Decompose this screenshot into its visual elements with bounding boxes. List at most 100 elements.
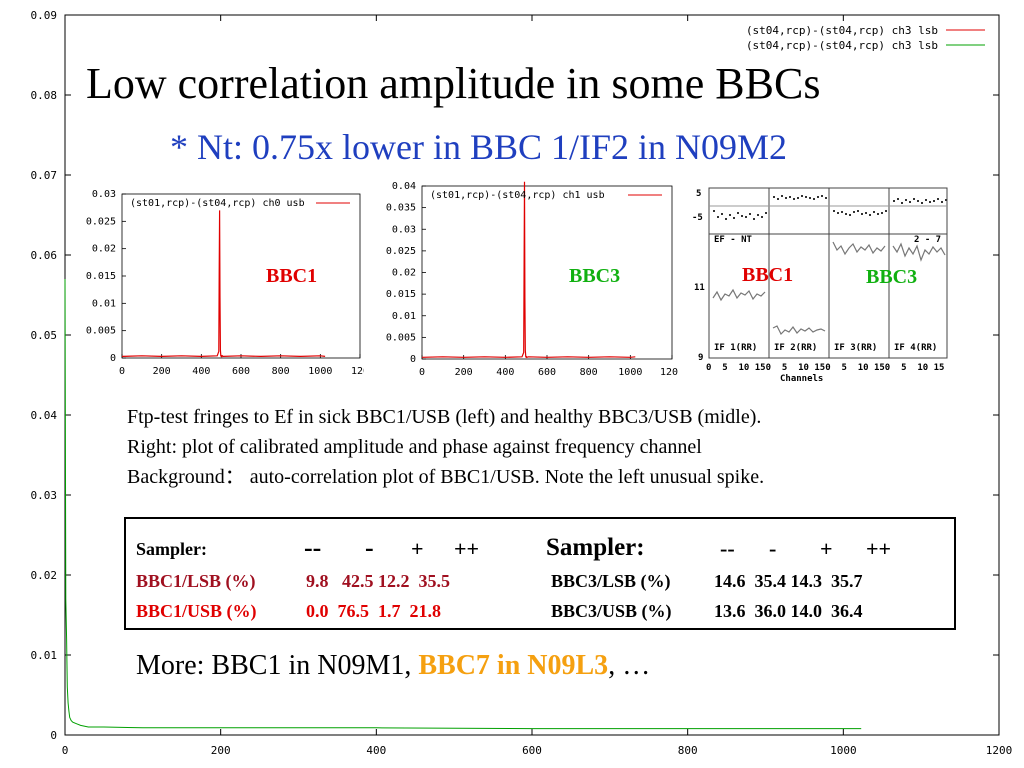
if1-label: IF 1(RR) xyxy=(714,343,757,353)
amplitude-trace xyxy=(832,241,886,256)
phase-point xyxy=(717,216,719,218)
page-title: Low correlation amplitude in some BBCs xyxy=(86,59,821,108)
right-xticks: 0 5 10 150 5 10 150 5 10 150 5 10 15 xyxy=(706,363,944,373)
inset-xtick-label: 1000 xyxy=(308,366,332,377)
inset-xtick-label: 0 xyxy=(119,366,125,377)
bg-xtick-label: 0 xyxy=(62,744,69,757)
phase-point xyxy=(761,216,763,218)
phase-point xyxy=(937,198,939,200)
sampler-right-header: Sampler: xyxy=(546,534,645,561)
panel-label-2-7: 2 - 7 xyxy=(914,235,941,245)
inset-xtick-label: 1200 xyxy=(660,367,678,378)
inset-ytick-label: 0.025 xyxy=(86,216,116,227)
phase-point xyxy=(781,195,783,197)
phase-point xyxy=(901,202,903,204)
amplitude-trace xyxy=(892,242,946,262)
bbc3-usb-values: 13.6 36.0 14.0 36.4 xyxy=(714,601,863,621)
phase-point xyxy=(721,213,723,215)
tag-bbc3-right: BBC3 xyxy=(866,266,918,288)
more-highlight: BBC7 in N09L3 xyxy=(418,650,609,681)
phase-point xyxy=(713,210,715,212)
phase-point xyxy=(945,199,947,201)
inset-frame xyxy=(121,193,361,359)
inset-ytick-label: 0.02 xyxy=(92,244,116,255)
right-ytick-minus5: -5 xyxy=(692,213,703,223)
sampler-left-col-mm: -- xyxy=(304,533,322,562)
inset-xtick-label: 200 xyxy=(455,367,473,378)
bg-ytick-label: 0.04 xyxy=(31,409,58,422)
right-ytick-5: 5 xyxy=(696,189,701,199)
phase-point xyxy=(905,199,907,201)
inset-xtick-label: 800 xyxy=(580,367,598,378)
phase-point xyxy=(897,198,899,200)
inset-xtick-label: 600 xyxy=(232,366,250,377)
phase-point xyxy=(725,218,727,220)
phase-point xyxy=(833,210,835,212)
phase-point xyxy=(821,195,823,197)
phase-point xyxy=(837,212,839,214)
bbc1-usb-values: 0.0 76.5 1.7 21.8 xyxy=(306,601,441,621)
phase-point xyxy=(857,210,859,212)
phase-panel-frame xyxy=(708,187,948,235)
right-ytick-11: 11 xyxy=(694,283,705,293)
bbc1-lsb-label: BBC1/LSB (%) xyxy=(136,571,256,591)
phase-point xyxy=(817,196,819,198)
phase-point xyxy=(873,211,875,213)
sampler-right-col-mm: -- xyxy=(720,536,735,561)
inset-xtick-label: 800 xyxy=(272,366,290,377)
inset-ytick-label: 0.02 xyxy=(392,268,416,279)
phase-point xyxy=(869,214,871,216)
inset-xtick-label: 1000 xyxy=(618,367,642,378)
phase-point xyxy=(757,214,759,216)
if2-label: IF 2(RR) xyxy=(774,343,817,353)
phase-point xyxy=(825,197,827,199)
more-prefix: More: BBC1 in N09M1, xyxy=(136,650,419,681)
phase-point xyxy=(913,198,915,200)
sampler-right-col-m: - xyxy=(769,536,777,561)
phase-point xyxy=(925,199,927,201)
sampler-left-col-m: - xyxy=(365,533,374,562)
phase-point xyxy=(801,195,803,197)
bg-xtick-label: 600 xyxy=(522,744,542,757)
bbc1-usb-label: BBC1/USB (%) xyxy=(136,601,257,621)
bg-xtick-label: 1200 xyxy=(986,744,1013,757)
bbc3-lsb-label: BBC3/LSB (%) xyxy=(551,571,671,591)
phase-point xyxy=(849,214,851,216)
sampler-right-col-p: + xyxy=(820,536,833,561)
inset-amplitude-phase-plot: 5 -5 11 9 EF - NT 2 - 7 IF 1(RR) IF 2(RR… xyxy=(692,180,954,387)
inset-chart-bbc3-usb: 0 0.005 0.01 0.015 0.02 0.025 0.03 0.035 0.04 0 20… xyxy=(376,176,678,381)
inset-ytick-label: 0.015 xyxy=(386,289,416,300)
phase-point xyxy=(813,198,815,200)
bg-xtick-label: 200 xyxy=(211,744,231,757)
inset-series-line xyxy=(421,181,636,359)
bg-legend-label-0: (st04,rcp)-(st04,rcp) ch3 lsb xyxy=(746,24,938,37)
phase-point xyxy=(917,200,919,202)
inset-xtick-label: 200 xyxy=(153,366,171,377)
inset-legend-label: (st01,rcp)-(st04,rcp) ch1 usb xyxy=(430,190,605,201)
phase-point xyxy=(729,214,731,216)
inset-ytick-label: 0.005 xyxy=(86,326,116,337)
inset-xtick-label: 400 xyxy=(496,367,514,378)
phase-point xyxy=(745,216,747,218)
inset-xtick-label: 600 xyxy=(538,367,556,378)
inset-frame xyxy=(421,185,673,360)
inset-xtick-label: 400 xyxy=(192,366,210,377)
phase-point xyxy=(845,213,847,215)
bg-ytick-label: 0.02 xyxy=(31,569,58,582)
if3-label: IF 3(RR) xyxy=(834,343,877,353)
phase-point xyxy=(749,213,751,215)
inset-legend-label: (st01,rcp)-(st04,rcp) ch0 usb xyxy=(130,198,305,209)
phase-point xyxy=(893,200,895,202)
phase-point xyxy=(809,197,811,199)
bg-ytick-label: 0.06 xyxy=(31,249,58,262)
bbc3-lsb-values: 14.6 35.4 14.3 35.7 xyxy=(714,571,863,591)
inset-ytick-label: 0.035 xyxy=(386,203,416,214)
amplitude-trace xyxy=(772,325,826,336)
inset-ytick-label: 0.01 xyxy=(92,298,116,309)
panel-label-ef-nt: EF - NT xyxy=(714,235,753,245)
inset-xtick-label: 0 xyxy=(419,367,425,378)
amplitude-panel-frame xyxy=(708,233,948,359)
phase-point xyxy=(777,198,779,200)
inset-series-line xyxy=(121,210,326,358)
caption-line-2: Right: plot of calibrated amplitude and … xyxy=(127,436,702,458)
